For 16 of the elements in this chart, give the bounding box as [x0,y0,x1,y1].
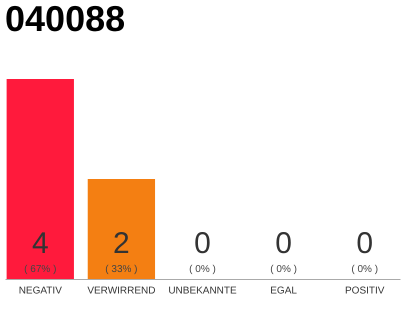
x-tick-label: UNBEKANNTE [168,286,237,296]
annotation: ( 33% ) [105,264,138,275]
x-tick-label: NEGATIV [18,286,62,296]
data-label: 2 [113,227,130,260]
x-tick-label: VERWIRREND [87,286,156,296]
annotation: ( 67% ) [24,264,56,275]
data-label: 0 [275,227,292,260]
data-label: 0 [356,227,374,260]
data-label: 4 [32,227,49,260]
annotation: ( 0% ) [270,264,297,275]
x-tick-label: POSITIV [344,286,385,296]
data-label: 0 [194,227,211,260]
chart-title: 040088 [5,0,126,39]
annotation: ( 0% ) [189,264,216,275]
annotation: ( 0% ) [351,264,378,275]
x-tick-label: EGAL [270,286,298,296]
